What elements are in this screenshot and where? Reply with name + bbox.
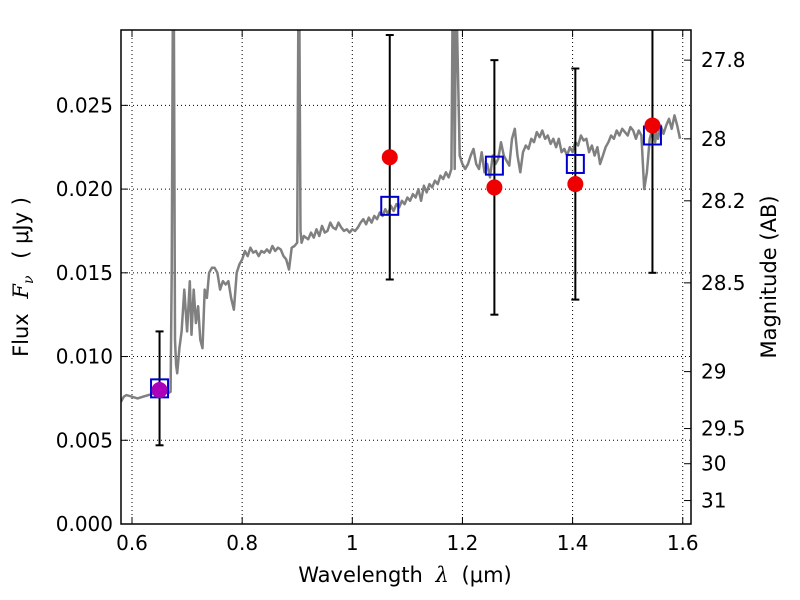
- model-point: [484, 155, 504, 176]
- observed-point: [151, 382, 168, 399]
- y-tick-label: 0.000: [56, 512, 113, 536]
- right-tick-label: 28: [701, 127, 726, 151]
- plot-area: [121, 30, 682, 447]
- right-tick-label: 29.5: [701, 417, 746, 441]
- right-tick-label: 28.2: [701, 189, 746, 213]
- x-tick-label: 1.4: [557, 531, 589, 555]
- y-axis-label: Flux Fν ( μJy ): [9, 197, 38, 357]
- x-tick-label: 1.2: [447, 531, 479, 555]
- x-tick-label: 0.6: [116, 531, 148, 555]
- observed-point: [644, 117, 661, 134]
- x-tick-label: 1: [346, 531, 359, 555]
- right-axis-label: Magnitude (AB): [757, 195, 781, 358]
- plot-frame: [120, 29, 692, 525]
- y-tick-label: 0.010: [56, 345, 113, 369]
- model-point: [380, 195, 400, 216]
- right-tick-label: 28.5: [701, 271, 746, 295]
- observed-point: [381, 149, 398, 166]
- model-point: [565, 153, 585, 174]
- spectrum-line: [121, 30, 682, 403]
- y-tick-label: 0.020: [56, 177, 113, 201]
- x-axis-label: Wavelength λ (μm): [298, 563, 511, 587]
- observed-point: [567, 176, 584, 193]
- right-tick-label: 29: [701, 360, 726, 384]
- right-tick-label: 31: [701, 489, 726, 513]
- x-tick-label: 1.6: [667, 531, 699, 555]
- y-tick-label: 0.025: [56, 93, 113, 117]
- observed-point: [486, 179, 503, 196]
- right-tick-label: 30: [701, 452, 726, 476]
- y-tick-label: 0.005: [56, 428, 113, 452]
- x-tick-label: 0.8: [226, 531, 258, 555]
- right-tick-label: 27.8: [701, 48, 746, 72]
- grid-lines: [121, 30, 691, 525]
- y-tick-label: 0.015: [56, 261, 113, 285]
- ticks: 0.6 0.8 1 1.2 1.4 1.6 0.000 0.005 0.010 0.015 0.02…: [56, 30, 746, 555]
